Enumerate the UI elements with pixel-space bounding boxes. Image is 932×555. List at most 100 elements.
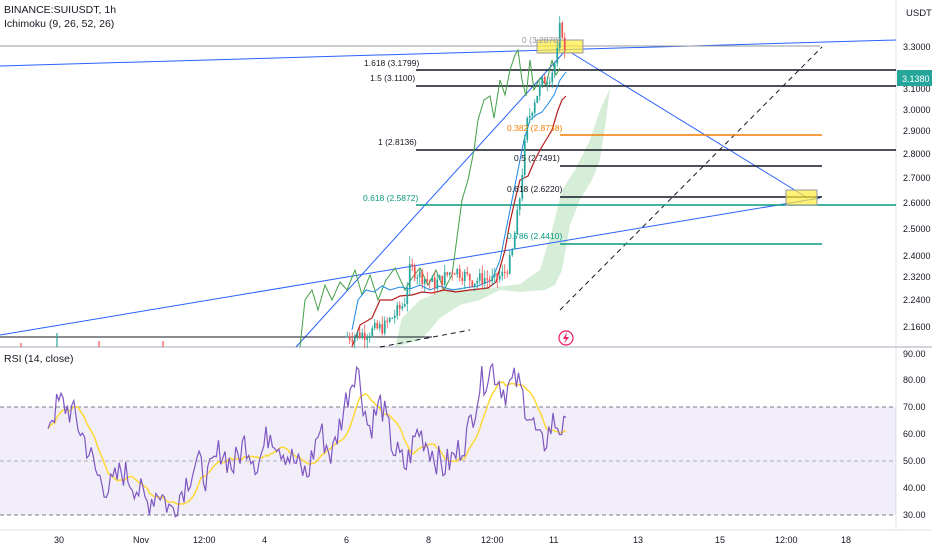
rsi-axis[interactable]: 90.00 80.00 70.00 60.00 50.00 40.00 30.0… [903,349,926,520]
rsi-tick: 60.00 [903,429,926,439]
candle [416,277,419,279]
price-tick: 2.1600 [903,322,931,332]
candle [531,112,534,116]
candle [353,336,356,342]
candle [488,279,491,282]
candle [501,271,504,277]
candle [478,273,481,281]
rsi-tick: 70.00 [903,402,926,412]
candle [548,82,551,84]
candle [368,336,371,338]
candle [468,273,471,281]
fib-label: 0.382 (2.8738) [507,123,562,133]
trendline-rally [295,49,567,348]
candle [556,47,559,64]
fib-label: 0 (3.2878) [522,35,561,45]
lightning-icon[interactable] [558,330,574,346]
candle [396,304,399,316]
time-tick: 8 [426,535,431,545]
price-tick: 2.4000 [903,251,931,261]
time-tick: 12:00 [481,535,504,545]
rsi-tick: 90.00 [903,349,926,359]
candle [346,336,349,338]
price-tick: 2.8000 [903,149,931,159]
candle [538,84,541,96]
candle [491,276,494,282]
candle [436,279,439,289]
candle [508,255,511,274]
time-axis[interactable]: 30 Nov 12:00 4 6 8 12:00 11 13 15 12:00 … [54,535,851,545]
candle [378,324,381,329]
volume-bars [20,333,164,347]
candle [426,279,429,281]
fib-label: 0.5 (2.7491) [514,153,560,163]
fib-label: 1.5 (3.1100) [370,73,415,83]
candle [418,271,421,278]
price-tick: 2.9000 [903,126,931,136]
rsi-tick: 50.00 [903,456,926,466]
candle [471,280,474,287]
candle [476,280,479,284]
rsi-tick: 40.00 [903,483,926,493]
candle [521,174,524,199]
candle [381,324,384,334]
time-tick: 4 [262,535,267,545]
candles-group [346,15,566,349]
time-tick: Nov [133,535,150,545]
candle [528,115,531,118]
candle [351,339,354,342]
candle [553,63,556,73]
price-tick: 2.7000 [903,173,931,183]
candle [401,306,404,309]
projection-line [569,51,807,198]
candle [558,22,561,48]
ichimoku-conversion [351,71,567,331]
currency-label: USDT [906,8,932,19]
candle [363,332,366,340]
candle [453,273,456,275]
price-tick: 2.6000 [903,198,931,208]
candle [411,264,414,267]
candle [383,320,386,334]
candle [503,271,506,273]
candle [543,77,546,84]
time-tick: 6 [344,535,349,545]
candle [443,272,446,285]
candle [391,318,394,320]
candle [398,304,401,309]
candle [546,82,549,84]
fib-label: 1.618 (3.1799) [364,58,419,68]
candle [506,272,509,274]
last-price-badge [897,70,932,86]
candle [403,304,406,307]
time-tick: 30 [54,535,64,545]
candle [366,337,369,340]
candle [466,271,469,274]
candle [428,280,431,282]
candle [481,273,484,284]
price-tick: 3.0000 [903,105,931,115]
last-price-text: 3.1380 [902,74,930,84]
dashed-short [379,329,471,348]
candle [413,266,416,279]
trendline-top [0,39,897,67]
price-axis[interactable]: 3.3000 3.1000 3.0000 2.9000 2.8000 2.700… [903,42,931,332]
candle [498,276,501,280]
rsi-tick: 30.00 [903,510,926,520]
candle [386,320,389,322]
candle [563,37,566,50]
candle [536,95,539,103]
candle [438,275,441,280]
fib-label: 0.618 (2.6220) [507,184,562,194]
candle [423,279,426,284]
fib-label: 1 (2.8136) [378,137,417,147]
candle [533,102,536,113]
price-tick: 3.3000 [903,42,931,52]
candle [406,288,409,305]
candle [371,328,374,337]
price-tick: 2.3200 [903,272,931,282]
candle [376,322,379,329]
